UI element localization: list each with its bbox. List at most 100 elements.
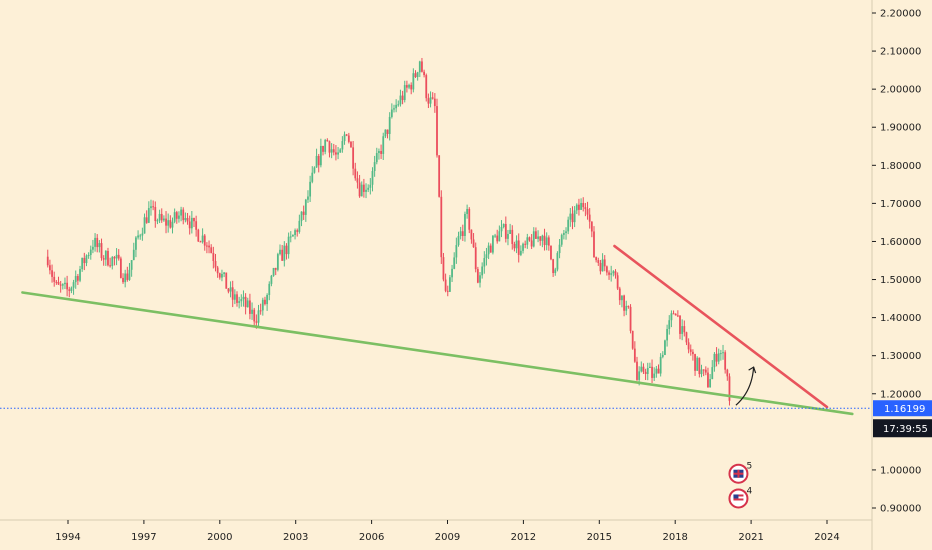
candle-up: [610, 273, 613, 275]
candle-up: [717, 353, 720, 362]
candle-down: [259, 310, 262, 312]
candle-up: [111, 257, 114, 266]
price-axis[interactable]: 2.20000 2.10000 2.00000 1.90000 1.80000 1.700…: [872, 9, 921, 515]
candle-up: [565, 231, 567, 234]
candle-up: [601, 259, 604, 272]
candle-up: [556, 253, 559, 270]
y-tick-label: 0.90000: [880, 504, 921, 515]
candle-up: [313, 167, 316, 173]
candle-down: [218, 273, 221, 278]
time-axis[interactable]: 1994 1997 2000 2003 2006 2009 2012 2015 2018 2021…: [55, 520, 840, 543]
candle-down: [414, 73, 417, 78]
candle-down: [707, 372, 709, 388]
candle-down: [642, 366, 645, 372]
candle-up: [240, 299, 243, 302]
candle-down: [214, 261, 217, 268]
trendlines-layer: [0, 244, 872, 416]
candle-down: [100, 243, 103, 259]
candle-up: [554, 269, 557, 274]
candle-down: [197, 229, 200, 242]
candle-up: [459, 231, 462, 237]
candle-down: [672, 313, 675, 315]
candle-up: [289, 236, 292, 238]
x-tick-label: 2003: [283, 532, 308, 543]
candle-down: [586, 209, 589, 215]
candle-up: [397, 104, 400, 106]
candle-up: [330, 149, 333, 153]
candle-down: [328, 141, 331, 153]
candle-up: [367, 187, 370, 190]
candle-down: [472, 239, 475, 248]
candle-up: [294, 230, 296, 235]
candle-up: [261, 299, 264, 311]
candle-up: [300, 211, 303, 221]
x-tick-label: 2009: [435, 532, 460, 543]
candle-up: [399, 95, 402, 105]
candle-down: [356, 178, 359, 183]
candle-up: [580, 202, 582, 210]
candle-down: [657, 368, 660, 374]
candle-down: [186, 217, 189, 222]
projection-arrow[interactable]: [735, 367, 755, 406]
flag-canton: [733, 494, 739, 499]
resistance-trendline[interactable]: [613, 244, 829, 409]
candle-down: [685, 332, 688, 343]
candle-down: [511, 229, 514, 244]
candle-down: [442, 257, 445, 280]
y-tick-label: 1.00000: [880, 465, 921, 476]
candle-up: [519, 250, 522, 255]
support-trendline[interactable]: [21, 291, 854, 416]
events-layer: 54: [728, 462, 752, 509]
candle-down: [616, 275, 619, 289]
x-tick-label: 2012: [511, 532, 536, 543]
candle-up: [72, 282, 75, 288]
candle-up: [70, 287, 73, 291]
candle-up: [545, 237, 548, 246]
x-tick-label: 2021: [738, 532, 763, 543]
candle-up: [612, 271, 615, 274]
candle-down: [317, 155, 320, 166]
x-tick-label: 2018: [662, 532, 687, 543]
candle-down: [513, 243, 516, 249]
candle-up: [238, 301, 241, 303]
candle-down: [623, 295, 625, 311]
candle-up: [670, 313, 673, 321]
current-price-label: 1.16199: [884, 404, 925, 415]
candle-up: [418, 61, 421, 73]
candle-up: [128, 269, 131, 280]
x-tick-label: 1994: [55, 532, 80, 543]
candle-up: [92, 246, 94, 250]
candle-down: [728, 376, 731, 401]
candle-down: [633, 348, 636, 362]
candle-up: [81, 257, 84, 270]
candle-up: [395, 104, 398, 109]
candle-down: [438, 155, 441, 197]
candle-down: [46, 256, 49, 266]
candle-up: [156, 220, 159, 222]
candle-up: [304, 199, 307, 215]
candle-down: [169, 220, 172, 228]
candle-up: [266, 294, 269, 305]
candle-down: [281, 249, 284, 261]
candle-down: [539, 236, 542, 241]
candle-down: [676, 315, 679, 317]
y-tick-label: 2.20000: [880, 9, 921, 20]
candle-up: [315, 155, 318, 168]
candle-up: [661, 354, 664, 357]
candle-up: [498, 231, 501, 242]
candle-up: [492, 235, 494, 253]
candle-up: [221, 273, 223, 278]
candle-down: [446, 290, 449, 292]
candle-down: [608, 272, 610, 275]
candle-down: [603, 259, 606, 267]
candle-up: [270, 275, 273, 284]
candle-up: [343, 134, 346, 142]
candle-down: [683, 326, 686, 333]
y-tick-label: 1.40000: [880, 313, 921, 324]
flag-stripe: [733, 498, 744, 501]
candle-down: [102, 258, 105, 260]
candle-down: [216, 267, 219, 274]
candle-down: [302, 211, 305, 215]
candle-up: [416, 72, 419, 78]
